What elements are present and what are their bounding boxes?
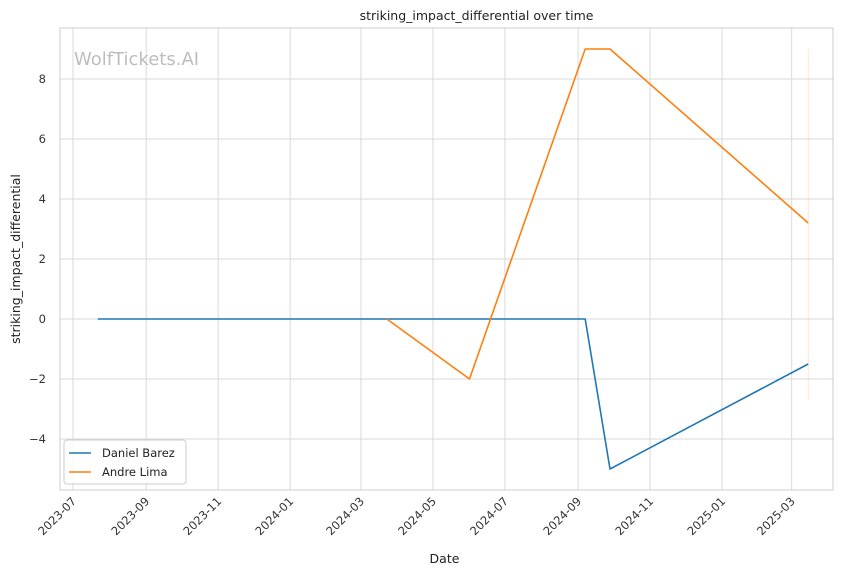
x-tick-label: 2023-07 (35, 494, 79, 538)
legend-label: Daniel Barez (102, 446, 175, 460)
x-tick-label: 2023-11 (180, 494, 224, 538)
x-tick-label: 2024-11 (612, 494, 656, 538)
y-tick-label: −4 (29, 432, 46, 446)
y-tick-label: 6 (39, 132, 46, 146)
legend-label: Andre Lima (102, 465, 168, 479)
series-line-daniel-barez (97, 318, 809, 470)
x-tick-label: 2024-01 (252, 494, 296, 538)
error-band (807, 49, 810, 400)
watermark-text: WolfTickets.AI (74, 49, 199, 70)
y-tick-label: 4 (39, 192, 46, 206)
x-tick-label: 2023-09 (108, 494, 152, 538)
y-axis-label: striking_impact_differential (8, 174, 23, 344)
y-tick-label: 2 (39, 252, 46, 266)
x-tick-label: 2025-01 (684, 494, 728, 538)
series-line-andre-lima (386, 48, 809, 380)
x-tick-label: 2024-07 (467, 494, 511, 538)
error-band-layer (807, 49, 810, 400)
legend-box (63, 439, 187, 485)
x-axis-label: Date (430, 551, 460, 566)
y-axis-ticks: −4 −2 0 2 4 6 8 (29, 72, 46, 446)
y-tick-label: 8 (39, 72, 46, 86)
plot-frame (59, 27, 834, 491)
grid (60, 28, 833, 490)
x-tick-label: 2024-03 (323, 494, 367, 538)
x-tick-label: 2024-05 (395, 494, 439, 538)
y-tick-label: 0 (39, 312, 46, 326)
x-tick-label: 2025-03 (754, 494, 798, 538)
series-layer (97, 48, 809, 470)
x-tick-label: 2024-09 (540, 494, 584, 538)
legend: Daniel Barez Andre Lima (63, 439, 187, 485)
chart-title: striking_impact_differential over time (360, 8, 594, 23)
x-axis-ticks: 2023-07 2023-09 2023-11 2024-01 2024-03 2024-… (35, 494, 798, 538)
y-tick-label: −2 (29, 372, 46, 386)
